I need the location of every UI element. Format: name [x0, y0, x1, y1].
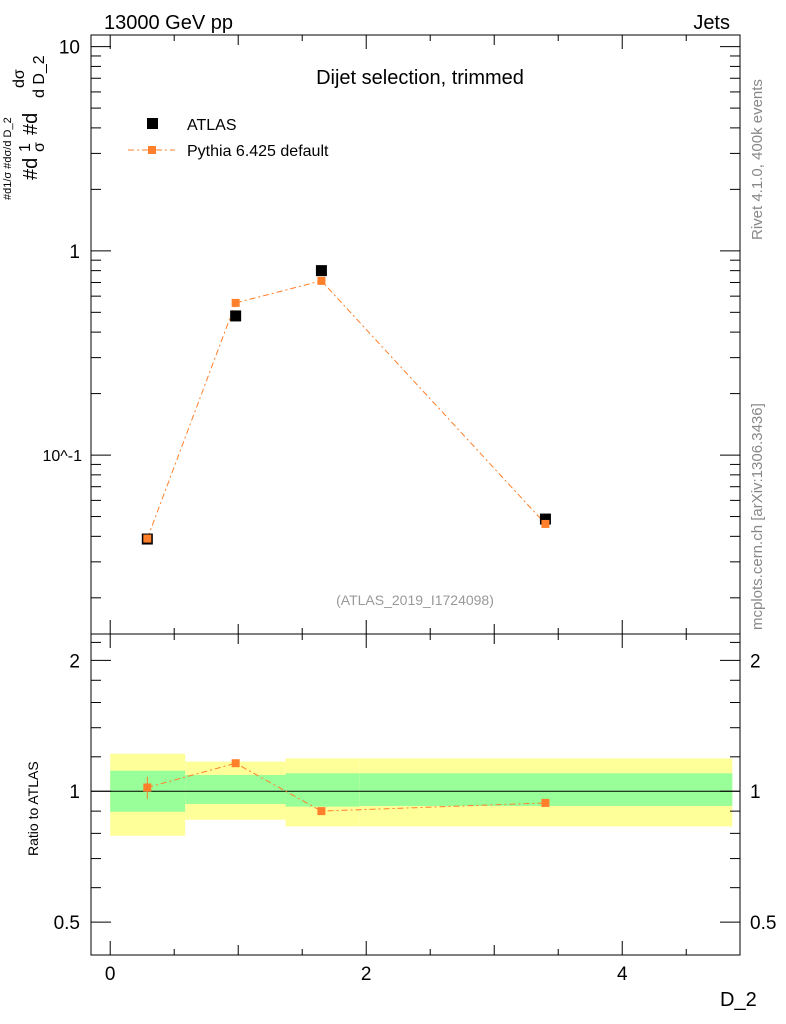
ratio-tick-label-right: 2 — [750, 651, 761, 672]
ratio-point — [143, 783, 152, 792]
pythia-point — [231, 298, 240, 307]
y-tick-label: 1 — [69, 242, 80, 263]
ratio-frame — [90, 633, 741, 956]
ylabel-num1: 1 — [17, 143, 34, 152]
atlas-point — [539, 513, 551, 525]
legend-marker-pythia — [148, 146, 156, 154]
ylabel-den1: σ — [31, 142, 48, 152]
rivet-label: Rivet 4.1.0, 400k events — [749, 79, 766, 240]
x-axis-label: D_2 — [720, 989, 757, 1011]
mcplots-label: mcplots.cern.ch [arXiv:1306.3436] — [749, 403, 766, 630]
pythia-point — [143, 534, 152, 543]
y-tick-label: 10 — [59, 38, 80, 59]
legend-marker-atlas — [147, 118, 158, 129]
ratio-point — [231, 759, 240, 768]
legend: ATLAS Pythia 6.425 default — [128, 117, 329, 160]
ylabel-full: #d1/σ #dσ/d D_2 — [2, 117, 14, 200]
ylabel-num2: dσ — [11, 69, 28, 88]
ratio-tick-label-left: 2 — [69, 651, 80, 672]
ylabel-pre1: #d — [20, 158, 42, 180]
green-band — [285, 773, 360, 807]
pythia-line — [146, 280, 546, 539]
atlas-point — [230, 310, 242, 322]
ratio-point — [317, 807, 326, 816]
x-tick-label: 2 — [361, 964, 372, 985]
header-left: 13000 GeV pp — [104, 12, 233, 34]
header-right: Jets — [693, 12, 730, 34]
atlas-point — [315, 265, 327, 277]
x-tick-label: 4 — [617, 964, 628, 985]
analysis-id: (ATLAS_2019_I1724098) — [336, 592, 494, 608]
green-band — [185, 774, 286, 804]
ratio-tick-label-left: 1 — [69, 782, 80, 803]
legend-label-atlas: ATLAS — [187, 117, 237, 134]
pythia-point — [317, 276, 326, 285]
ratio-tick-label-right: 0.5 — [750, 913, 776, 934]
y-axis-label: #d1/σ #dσ/d D_2 #d 1 σ #d dσ d D_2 — [2, 55, 48, 200]
ylabel-pre2: #d — [20, 113, 42, 135]
pythia-point — [541, 519, 550, 528]
ratio-y-label: Ratio to ATLAS — [25, 761, 41, 856]
ratio-tick-label-right: 1 — [750, 782, 761, 803]
legend-label-pythia: Pythia 6.425 default — [187, 143, 329, 160]
chart-title: Dijet selection, trimmed — [316, 67, 524, 89]
x-tick-label: 0 — [105, 964, 116, 985]
ylabel-den2: d D_2 — [31, 55, 48, 98]
ratio-point — [541, 798, 550, 807]
ratio-tick-label-left: 0.5 — [54, 913, 80, 934]
ratio-line — [147, 762, 546, 812]
y-tick-label-tenth: 10^-1 — [42, 448, 82, 465]
